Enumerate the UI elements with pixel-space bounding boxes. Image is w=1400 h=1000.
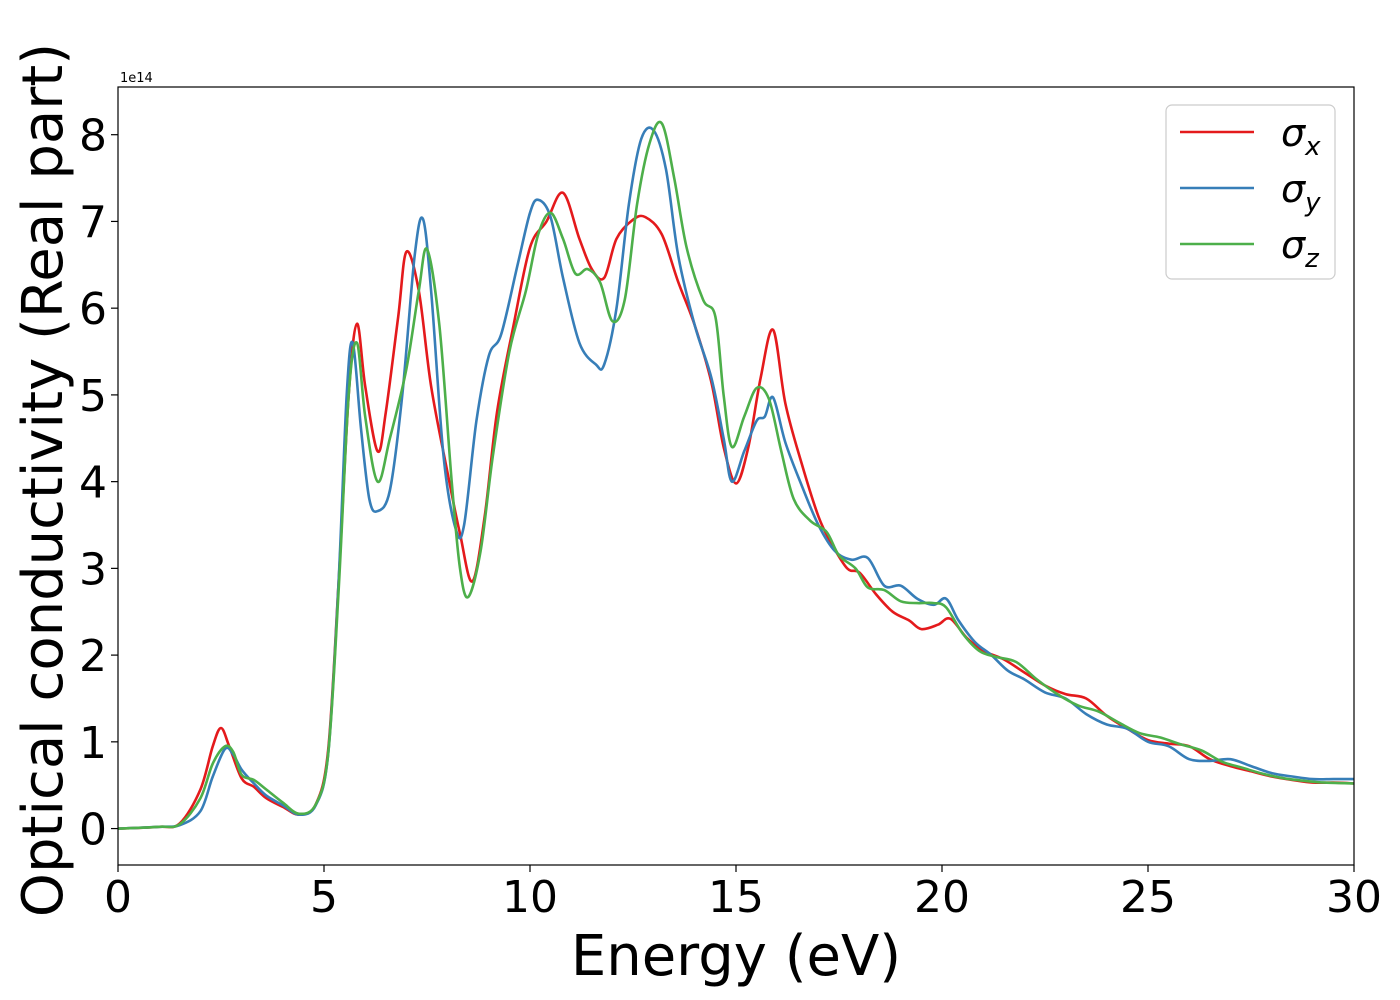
x-tick-label: 15 (708, 872, 764, 923)
x-tick-label: 25 (1120, 872, 1176, 923)
legend-box (1165, 104, 1336, 280)
y-tick-label: 6 (79, 284, 107, 335)
y-axis-label: Optical conductivity (Real part) (11, 43, 76, 917)
x-axis-label: Energy (eV) (571, 924, 901, 989)
y-tick-label: 1 (79, 718, 107, 769)
y-tick-label: 0 (79, 805, 107, 856)
legend-label: σz (1281, 223, 1320, 274)
series-line-z (118, 120, 1354, 830)
legend-label: σx (1281, 111, 1321, 162)
x-tick-label: 30 (1326, 872, 1382, 923)
y-tick-label: 7 (79, 197, 107, 248)
y-tick-label: 5 (79, 371, 107, 422)
legend-label: σy (1281, 167, 1321, 218)
x-tick-label: 20 (914, 872, 970, 923)
x-axis: 0 5 10 15 20 25 30 (104, 865, 1382, 923)
y-tick-label: 3 (79, 544, 107, 595)
legend-entry-y: σy (1180, 167, 1321, 218)
legend-entry-x: σx (1180, 111, 1321, 162)
y-axis: 0 1 2 3 4 5 6 7 8 (79, 111, 118, 856)
y-tick-label: 8 (79, 111, 107, 162)
x-tick-label: 5 (310, 872, 338, 923)
x-tick-label: 10 (502, 872, 558, 923)
x-tick-label: 0 (104, 872, 132, 923)
y-scale-label: 1e14 (120, 71, 153, 86)
y-tick-label: 4 (79, 458, 107, 509)
series-layer (118, 120, 1354, 830)
y-tick-label: 2 (79, 631, 107, 682)
legend-entry-z: σz (1180, 223, 1320, 274)
